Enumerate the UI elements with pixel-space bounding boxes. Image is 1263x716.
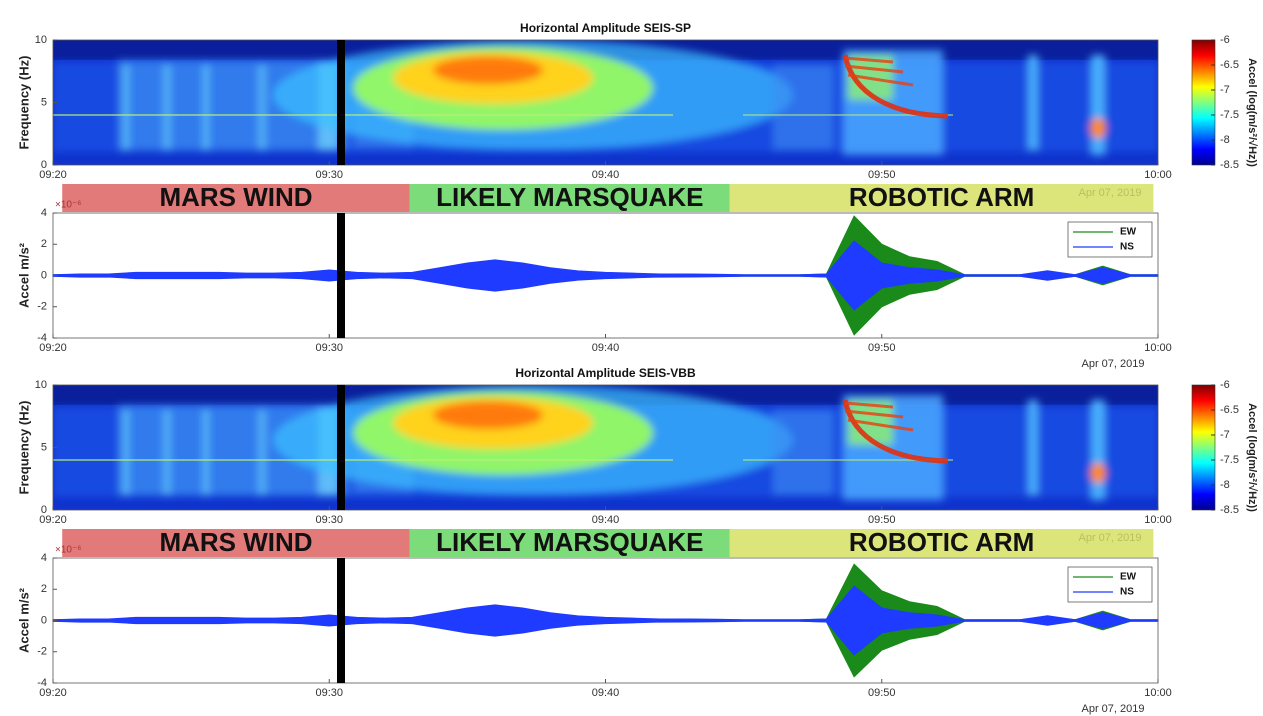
colorbar-tick-label: -8.5 [1220,504,1239,516]
x-tick-label: 09:30 [315,687,343,699]
colorbar-label: Accel (log(m/s²/√Hz)) [1246,403,1258,512]
date-label: Apr 07, 2019 [1082,358,1145,370]
watermark: Apr 07, 2019 [1079,187,1142,199]
colorbar-tick-label: -8 [1220,134,1230,146]
y-tick-label: 5 [41,96,47,108]
y-axis-label: Frequency (Hz) [16,56,31,150]
span-label: MARS WIND [159,527,312,557]
y-axis-label: Accel m/s² [16,587,31,653]
colorbar-tick-label: -8 [1220,479,1230,491]
x-tick-label: 09:50 [868,169,896,181]
legend-label: EW [1120,227,1137,238]
date-label: Apr 07, 2019 [1082,703,1145,715]
y-tick-label: 0 [41,504,47,516]
span-label: ROBOTIC ARM [849,527,1034,557]
y-tick-label: 0 [41,159,47,171]
colorbar-tick-label: -6.5 [1220,404,1239,416]
chart-title: Horizontal Amplitude SEIS-SP [520,21,691,35]
x-tick-label: 09:30 [315,169,343,181]
spectrogram-image [53,385,1158,510]
data-gap [337,40,345,165]
colorbar-label: Accel (log(m/s²/√Hz)) [1246,58,1258,167]
y-tick-label: -2 [37,301,47,313]
y-multiplier: ×10⁻⁶ [55,200,81,211]
colorbar-tick-label: -6 [1220,34,1230,46]
data-gap [337,385,345,510]
y-tick-label: -2 [37,646,47,658]
x-tick-label: 09:30 [315,514,343,526]
span-label: LIKELY MARSQUAKE [436,527,703,557]
chart-title: Horizontal Amplitude SEIS-VBB [515,366,696,380]
legend-label: NS [1120,587,1134,598]
x-tick-label: 09:50 [868,342,896,354]
span-label: ROBOTIC ARM [849,182,1034,212]
y-tick-label: 2 [41,583,47,595]
legend-label: EW [1120,572,1137,583]
colorbar-tick-label: -6.5 [1220,59,1239,71]
colorbar-tick-label: -7.5 [1220,454,1239,466]
y-tick-label: 10 [35,34,47,46]
y-tick-label: 4 [41,552,47,564]
x-tick-label: 10:00 [1144,342,1172,354]
legend-box [1068,567,1152,602]
data-gap [337,213,345,338]
watermark: Apr 07, 2019 [1079,532,1142,544]
colorbar-tick-label: -7.5 [1220,109,1239,121]
y-axis-label: Accel m/s² [16,242,31,308]
y-tick-label: -4 [37,677,47,689]
y-tick-label: -4 [37,332,47,344]
x-tick-label: 09:40 [592,342,620,354]
x-tick-label: 09:40 [592,169,620,181]
y-axis-label: Frequency (Hz) [16,401,31,495]
figure: 09:2009:3009:4009:5010:000510Frequency (… [0,0,1263,716]
colorbar-tick-label: -7 [1220,429,1230,441]
y-tick-label: 10 [35,379,47,391]
x-tick-label: 10:00 [1144,514,1172,526]
y-tick-label: 4 [41,207,47,219]
y-tick-label: 2 [41,238,47,250]
y-tick-label: 0 [41,614,47,626]
colorbar-tick-label: -8.5 [1220,159,1239,171]
spectrogram-image [53,40,1158,165]
span-label: LIKELY MARSQUAKE [436,182,703,212]
x-tick-label: 09:40 [592,514,620,526]
colorbar-tick-label: -7 [1220,84,1230,96]
colorbar [1192,40,1215,165]
x-tick-label: 09:30 [315,342,343,354]
legend-label: NS [1120,242,1134,253]
colorbar-tick-label: -6 [1220,379,1230,391]
x-tick-label: 09:50 [868,687,896,699]
y-multiplier: ×10⁻⁶ [55,545,81,556]
y-tick-label: 0 [41,269,47,281]
x-tick-label: 10:00 [1144,687,1172,699]
span-label: MARS WIND [159,182,312,212]
y-tick-label: 5 [41,441,47,453]
legend-box [1068,222,1152,257]
colorbar [1192,385,1215,510]
data-gap [337,558,345,683]
x-tick-label: 09:40 [592,687,620,699]
x-tick-label: 09:50 [868,514,896,526]
x-tick-label: 10:00 [1144,169,1172,181]
